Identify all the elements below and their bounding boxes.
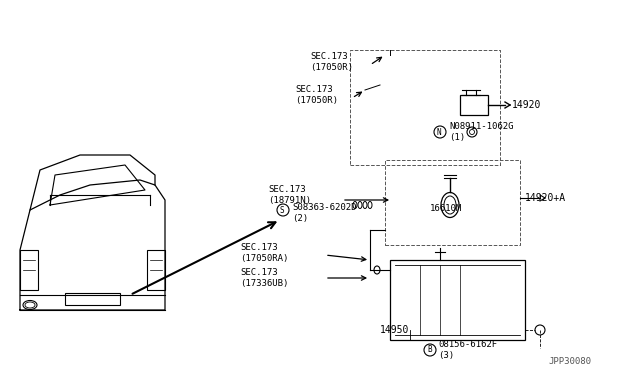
Text: 14920: 14920 <box>512 100 541 110</box>
Text: SEC.173
(17050R): SEC.173 (17050R) <box>310 52 353 72</box>
Ellipse shape <box>358 202 362 208</box>
Text: SEC.173
(17336UB): SEC.173 (17336UB) <box>240 268 289 288</box>
Text: 08156-6162F
(3): 08156-6162F (3) <box>438 340 497 360</box>
Text: B: B <box>427 346 431 355</box>
Ellipse shape <box>353 202 357 208</box>
Ellipse shape <box>368 202 372 208</box>
Text: 14950: 14950 <box>380 325 410 335</box>
Text: S08363-6202D
(2): S08363-6202D (2) <box>292 203 356 223</box>
Text: SEC.173
(17050RA): SEC.173 (17050RA) <box>240 243 289 263</box>
Text: S: S <box>280 205 285 215</box>
Text: N08911-1062G
(1): N08911-1062G (1) <box>449 122 513 142</box>
Text: JPP30080: JPP30080 <box>548 357 591 366</box>
Text: 14920+A: 14920+A <box>525 193 566 203</box>
Text: SEC.173
(18791N): SEC.173 (18791N) <box>268 185 311 205</box>
Text: N: N <box>437 128 442 137</box>
Text: 16610M: 16610M <box>430 203 462 212</box>
Ellipse shape <box>363 202 367 208</box>
Text: SEC.173
(17050R): SEC.173 (17050R) <box>295 85 338 105</box>
